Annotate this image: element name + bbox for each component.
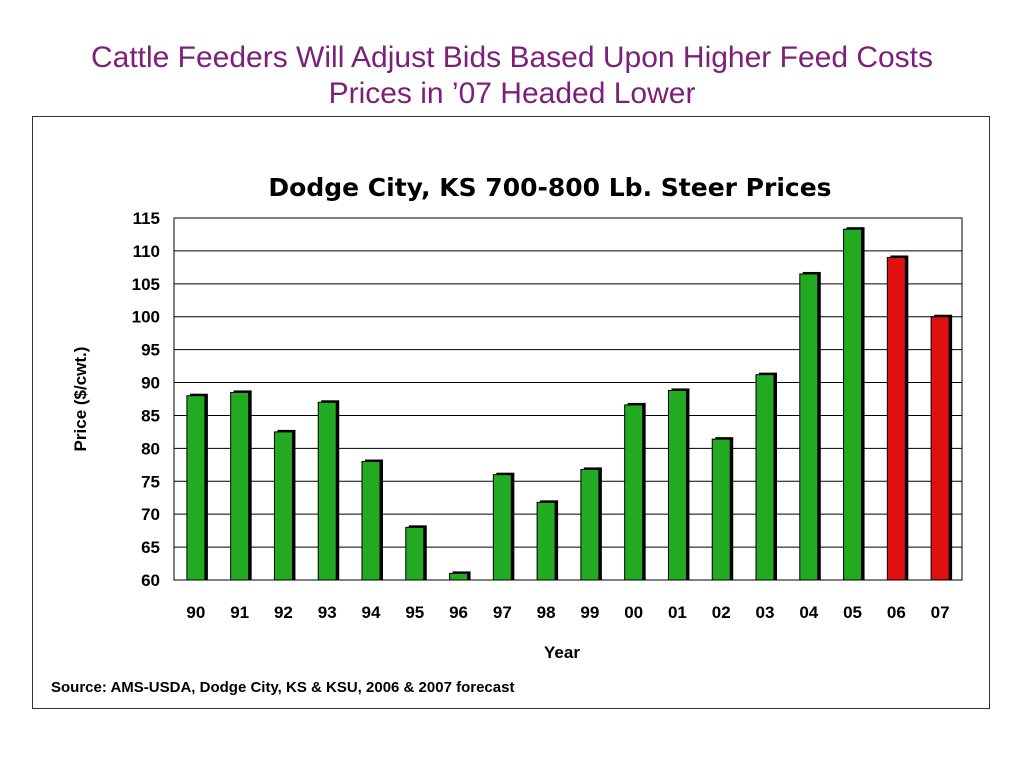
- x-tick-label: 96: [449, 603, 468, 622]
- y-tick-label: 70: [141, 505, 160, 524]
- forecast-bar: [930, 316, 950, 581]
- forecast-bar: [886, 256, 906, 581]
- bar: [580, 468, 600, 581]
- y-tick-label: 65: [141, 538, 160, 557]
- source-note: Source: AMS-USDA, Dodge City, KS & KSU, …: [51, 679, 514, 696]
- bar: [711, 438, 731, 581]
- bar: [492, 474, 512, 581]
- x-tick-label: 95: [405, 603, 424, 622]
- bar: [667, 389, 687, 581]
- x-tick-label: 98: [537, 603, 556, 622]
- bar: [317, 401, 337, 581]
- bar-chart: Dodge City, KS 700-800 Lb. Steer Prices …: [51, 173, 963, 696]
- y-tick-label: 80: [141, 439, 160, 458]
- bar: [273, 431, 293, 581]
- x-tick-label: 07: [931, 603, 950, 622]
- x-tick-label: 92: [274, 603, 293, 622]
- bar: [186, 395, 206, 581]
- bar: [361, 461, 381, 581]
- bar: [405, 526, 425, 581]
- y-tick-label: 75: [141, 472, 160, 491]
- y-tick-label: 90: [141, 374, 160, 393]
- y-tick-label: 110: [133, 242, 160, 261]
- x-tick-label: 99: [580, 603, 599, 622]
- x-tick-labels: 90 91 92 93 94 95 96 97 98 99 00 01 02 03 04 05 06 07: [186, 603, 949, 622]
- y-tick-label: 105: [132, 275, 160, 294]
- x-tick-label: 97: [493, 603, 512, 622]
- x-tick-label: 93: [318, 603, 337, 622]
- x-tick-label: 00: [624, 603, 643, 622]
- slide-title: Cattle Feeders Will Adjust Bids Based Up…: [0, 40, 1024, 112]
- x-tick-label: 91: [230, 603, 249, 622]
- chart-title: Dodge City, KS 700-800 Lb. Steer Prices: [268, 173, 831, 202]
- chart-frame: Dodge City, KS 700-800 Lb. Steer Prices …: [32, 116, 990, 709]
- bar: [843, 228, 863, 581]
- slide-title-line1: Cattle Feeders Will Adjust Bids Based Up…: [90, 41, 934, 74]
- bar: [755, 374, 775, 581]
- y-tick-label: 100: [132, 308, 160, 327]
- x-tick-label: 90: [186, 603, 205, 622]
- x-tick-label: 01: [668, 603, 687, 622]
- y-tick-label: 60: [141, 571, 160, 590]
- x-tick-label: 03: [756, 603, 775, 622]
- x-tick-label: 04: [799, 603, 818, 622]
- slide-title-line2: Prices in ’07 Headed Lower: [328, 77, 696, 110]
- bar: [449, 572, 469, 581]
- plot-area: [173, 217, 963, 581]
- bar: [536, 501, 556, 581]
- bar: [624, 404, 644, 581]
- bars: [186, 227, 953, 581]
- x-tick-label: 06: [887, 603, 906, 622]
- y-tick-label: 85: [141, 406, 160, 425]
- y-tick-label: 95: [141, 341, 160, 360]
- gridlines: [174, 217, 962, 581]
- x-tick-label: 05: [843, 603, 862, 622]
- bar: [799, 273, 819, 581]
- x-tick-label: 02: [712, 603, 731, 622]
- x-tick-label: 94: [362, 603, 381, 622]
- y-tick-label: 115: [133, 209, 160, 228]
- x-axis-label: Year: [544, 643, 580, 662]
- y-tick-labels: 60 65 70 75 80 85 90 95 100 105 110 115: [132, 209, 160, 590]
- bar: [230, 391, 250, 581]
- y-axis-label: Price ($/cwt.): [71, 347, 90, 452]
